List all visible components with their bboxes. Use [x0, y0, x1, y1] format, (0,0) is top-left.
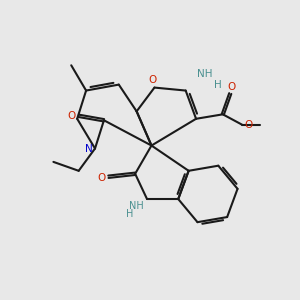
Text: O: O: [149, 75, 157, 85]
Text: H: H: [214, 80, 222, 90]
Text: NH: NH: [129, 202, 144, 212]
Text: H: H: [125, 209, 133, 220]
Text: NH: NH: [197, 69, 213, 79]
Text: O: O: [67, 111, 75, 121]
Text: O: O: [228, 82, 236, 92]
Text: N: N: [85, 143, 93, 154]
Text: O: O: [98, 173, 106, 183]
Text: O: O: [244, 120, 253, 130]
